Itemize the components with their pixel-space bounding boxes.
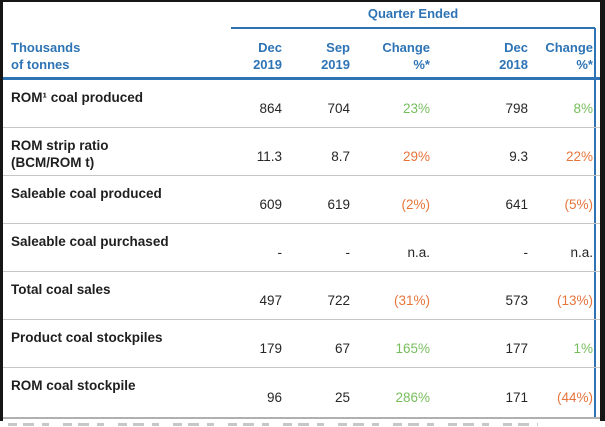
cell-value: 286%	[395, 390, 430, 405]
column-header-row: Thousands of tonnes Dec 2019 Sep 2019 Chan…	[3, 30, 600, 77]
cell-value: 9.3	[509, 149, 528, 164]
cell-value: (13%)	[556, 293, 593, 308]
column-header-3: Change %*	[382, 40, 430, 72]
cell-value: (31%)	[393, 293, 430, 308]
cell-value: 641	[505, 197, 528, 212]
frame-border-left	[0, 0, 3, 421]
cell-value: 609	[259, 197, 282, 212]
cell-value: 497	[259, 293, 282, 308]
table-row: Saleable coal purchased - - n.a. - n.a.	[3, 224, 600, 272]
cell-value: 25	[334, 390, 350, 405]
cell-value: 8.7	[331, 149, 350, 164]
table-bottom-divider	[3, 417, 600, 419]
table-row: Total coal sales 497 722 (31%) 573 (13%)	[3, 272, 600, 320]
row-label: ROM coal stockpile	[11, 378, 136, 393]
group-header-underline	[231, 27, 595, 29]
clipped-footnote-fragment	[8, 423, 538, 426]
cell-value: 11.3	[256, 149, 282, 164]
header-divider-line	[3, 77, 600, 80]
cell-value: 179	[259, 341, 282, 356]
cell-value: 96	[266, 390, 282, 405]
row-label: Saleable coal purchased	[11, 234, 169, 249]
row-label: Total coal sales	[11, 282, 111, 297]
cell-value: 864	[259, 101, 282, 116]
cell-value: (5%)	[564, 197, 593, 212]
row-label: ROM strip ratio (BCM/ROM t)	[11, 138, 109, 170]
group-header-quarter-ended: Quarter Ended	[367, 6, 459, 21]
cell-value: 165%	[395, 341, 430, 356]
cell-value: 573	[505, 293, 528, 308]
cell-value: 619	[327, 197, 350, 212]
table-row: Saleable coal produced 609 619 (2%) 641 (5%)	[3, 176, 600, 224]
column-header-1: Dec 2019	[253, 40, 282, 72]
table-row: ROM¹ coal produced 864 704 23% 798 8%	[3, 80, 600, 128]
cell-value: 177	[505, 341, 528, 356]
row-label: Saleable coal produced	[11, 186, 162, 201]
table-right-border-line	[594, 28, 596, 417]
cell-value: 23%	[402, 101, 430, 116]
cell-value: 722	[327, 293, 350, 308]
row-label: ROM¹ coal produced	[11, 90, 144, 105]
frame-border-right	[600, 0, 605, 421]
column-header-2: Sep 2019	[321, 40, 350, 72]
table-body: ROM¹ coal produced 864 704 23% 798 8% ROM stri…	[3, 80, 600, 416]
cell-value: 171	[505, 390, 528, 405]
frame-border-top	[0, 0, 605, 2]
row-label: Product coal stockpiles	[11, 330, 163, 345]
cell-value: n.a.	[407, 245, 430, 260]
cell-value: 798	[505, 101, 528, 116]
cell-value: -	[277, 245, 283, 260]
cell-value: 22%	[565, 149, 593, 164]
cell-value: 704	[327, 101, 350, 116]
table-row: ROM strip ratio (BCM/ROM t) 11.3 8.7 29% 9.3…	[3, 128, 600, 176]
table-row: ROM coal stockpile 96 25 286% 171 (44%)	[3, 368, 600, 416]
cell-value: -	[523, 245, 529, 260]
column-header-4: Dec 2018	[499, 40, 528, 72]
row-header-thousands-of-tonnes: Thousands of tonnes	[11, 40, 81, 72]
column-header-5: Change %*	[545, 40, 593, 72]
cell-value: 67	[334, 341, 350, 356]
cell-value: (44%)	[556, 390, 593, 405]
cell-value: 8%	[573, 101, 593, 116]
cell-value: n.a.	[570, 245, 593, 260]
cell-value: 1%	[573, 341, 593, 356]
cell-value: -	[345, 245, 351, 260]
cell-value: (2%)	[401, 197, 430, 212]
cell-value: 29%	[402, 149, 430, 164]
table-row: Product coal stockpiles 179 67 165% 177 1%	[3, 320, 600, 368]
